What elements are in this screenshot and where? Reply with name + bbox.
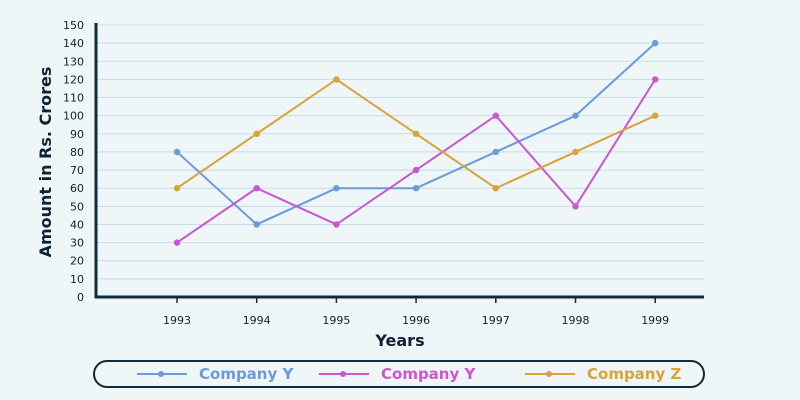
x-tick-label: 1999: [641, 314, 669, 327]
y-tick-label: 120: [63, 73, 84, 86]
y-tick-label: 40: [70, 218, 84, 231]
data-point-series-2: [572, 203, 579, 210]
data-point-series-1: [492, 148, 499, 156]
x-tick-label: 1994: [243, 314, 271, 327]
data-point-series-3: [652, 112, 659, 119]
data-point-series-2: [333, 221, 340, 228]
legend-item-series-3: Company Z: [525, 362, 681, 386]
legend-line-icon: [525, 371, 575, 377]
y-tick-label: 70: [70, 164, 84, 177]
data-point-series-2: [253, 185, 260, 192]
axis-layer: 0 10 20 30 40 50 60 70 80 90 100 110 120 130 140 150 199…: [63, 19, 704, 327]
y-tick-label: 130: [63, 55, 84, 68]
x-tick-label: 1998: [562, 314, 590, 327]
data-point-series-2: [652, 76, 659, 83]
legend-label: Company Y: [381, 365, 476, 383]
data-point-series-1: [652, 39, 659, 47]
y-tick-label: 20: [70, 255, 84, 268]
data-point-series-3: [412, 130, 420, 137]
legend-dot-icon: [158, 371, 164, 377]
y-tick-label: 60: [70, 182, 84, 195]
y-axis-title: Amount in Rs. Crores: [36, 67, 55, 258]
data-point-series-1: [173, 148, 181, 156]
y-tick-label: 100: [63, 110, 84, 123]
y-tick-label: 80: [70, 146, 84, 159]
data-point-series-1: [253, 221, 260, 228]
y-tick-label: 90: [70, 128, 84, 141]
data-point-series-3: [173, 185, 181, 192]
legend-dot-icon: [546, 371, 552, 377]
y-tick-label: 10: [70, 273, 84, 286]
y-tick-label: 110: [63, 92, 84, 105]
x-tick-label: 1995: [322, 314, 350, 327]
y-tick-label: 50: [70, 200, 84, 213]
data-point-series-1: [572, 112, 579, 119]
series-layer: [173, 39, 659, 246]
legend-item-series-2: Company Y: [319, 362, 475, 386]
legend-item-series-1: Company Y: [137, 362, 293, 386]
x-tick-label: 1997: [482, 314, 510, 327]
data-point-series-2: [173, 239, 181, 246]
x-axis-title: Years: [374, 331, 424, 350]
y-tick-label: 150: [63, 19, 84, 32]
data-point-series-2: [412, 166, 420, 174]
data-point-series-3: [572, 148, 579, 156]
legend: Company Y Company Y Company Z: [93, 360, 705, 388]
legend-label: Company Y: [199, 365, 294, 383]
data-point-series-3: [253, 130, 260, 137]
grid-layer: [96, 24, 704, 280]
x-tick-label: 1993: [163, 314, 191, 327]
legend-label: Company Z: [587, 365, 682, 383]
y-tick-label: 140: [63, 37, 84, 50]
legend-line-icon: [137, 371, 187, 377]
data-point-series-3: [492, 185, 499, 192]
y-tick-label: 30: [70, 237, 84, 250]
y-tick-label: 0: [77, 291, 84, 304]
data-point-series-1: [412, 185, 420, 192]
data-point-series-3: [333, 76, 340, 83]
legend-line-icon: [319, 371, 369, 377]
data-point-series-2: [492, 112, 499, 119]
data-point-series-1: [333, 185, 340, 192]
x-tick-label: 1996: [402, 314, 430, 327]
legend-dot-icon: [340, 371, 346, 377]
